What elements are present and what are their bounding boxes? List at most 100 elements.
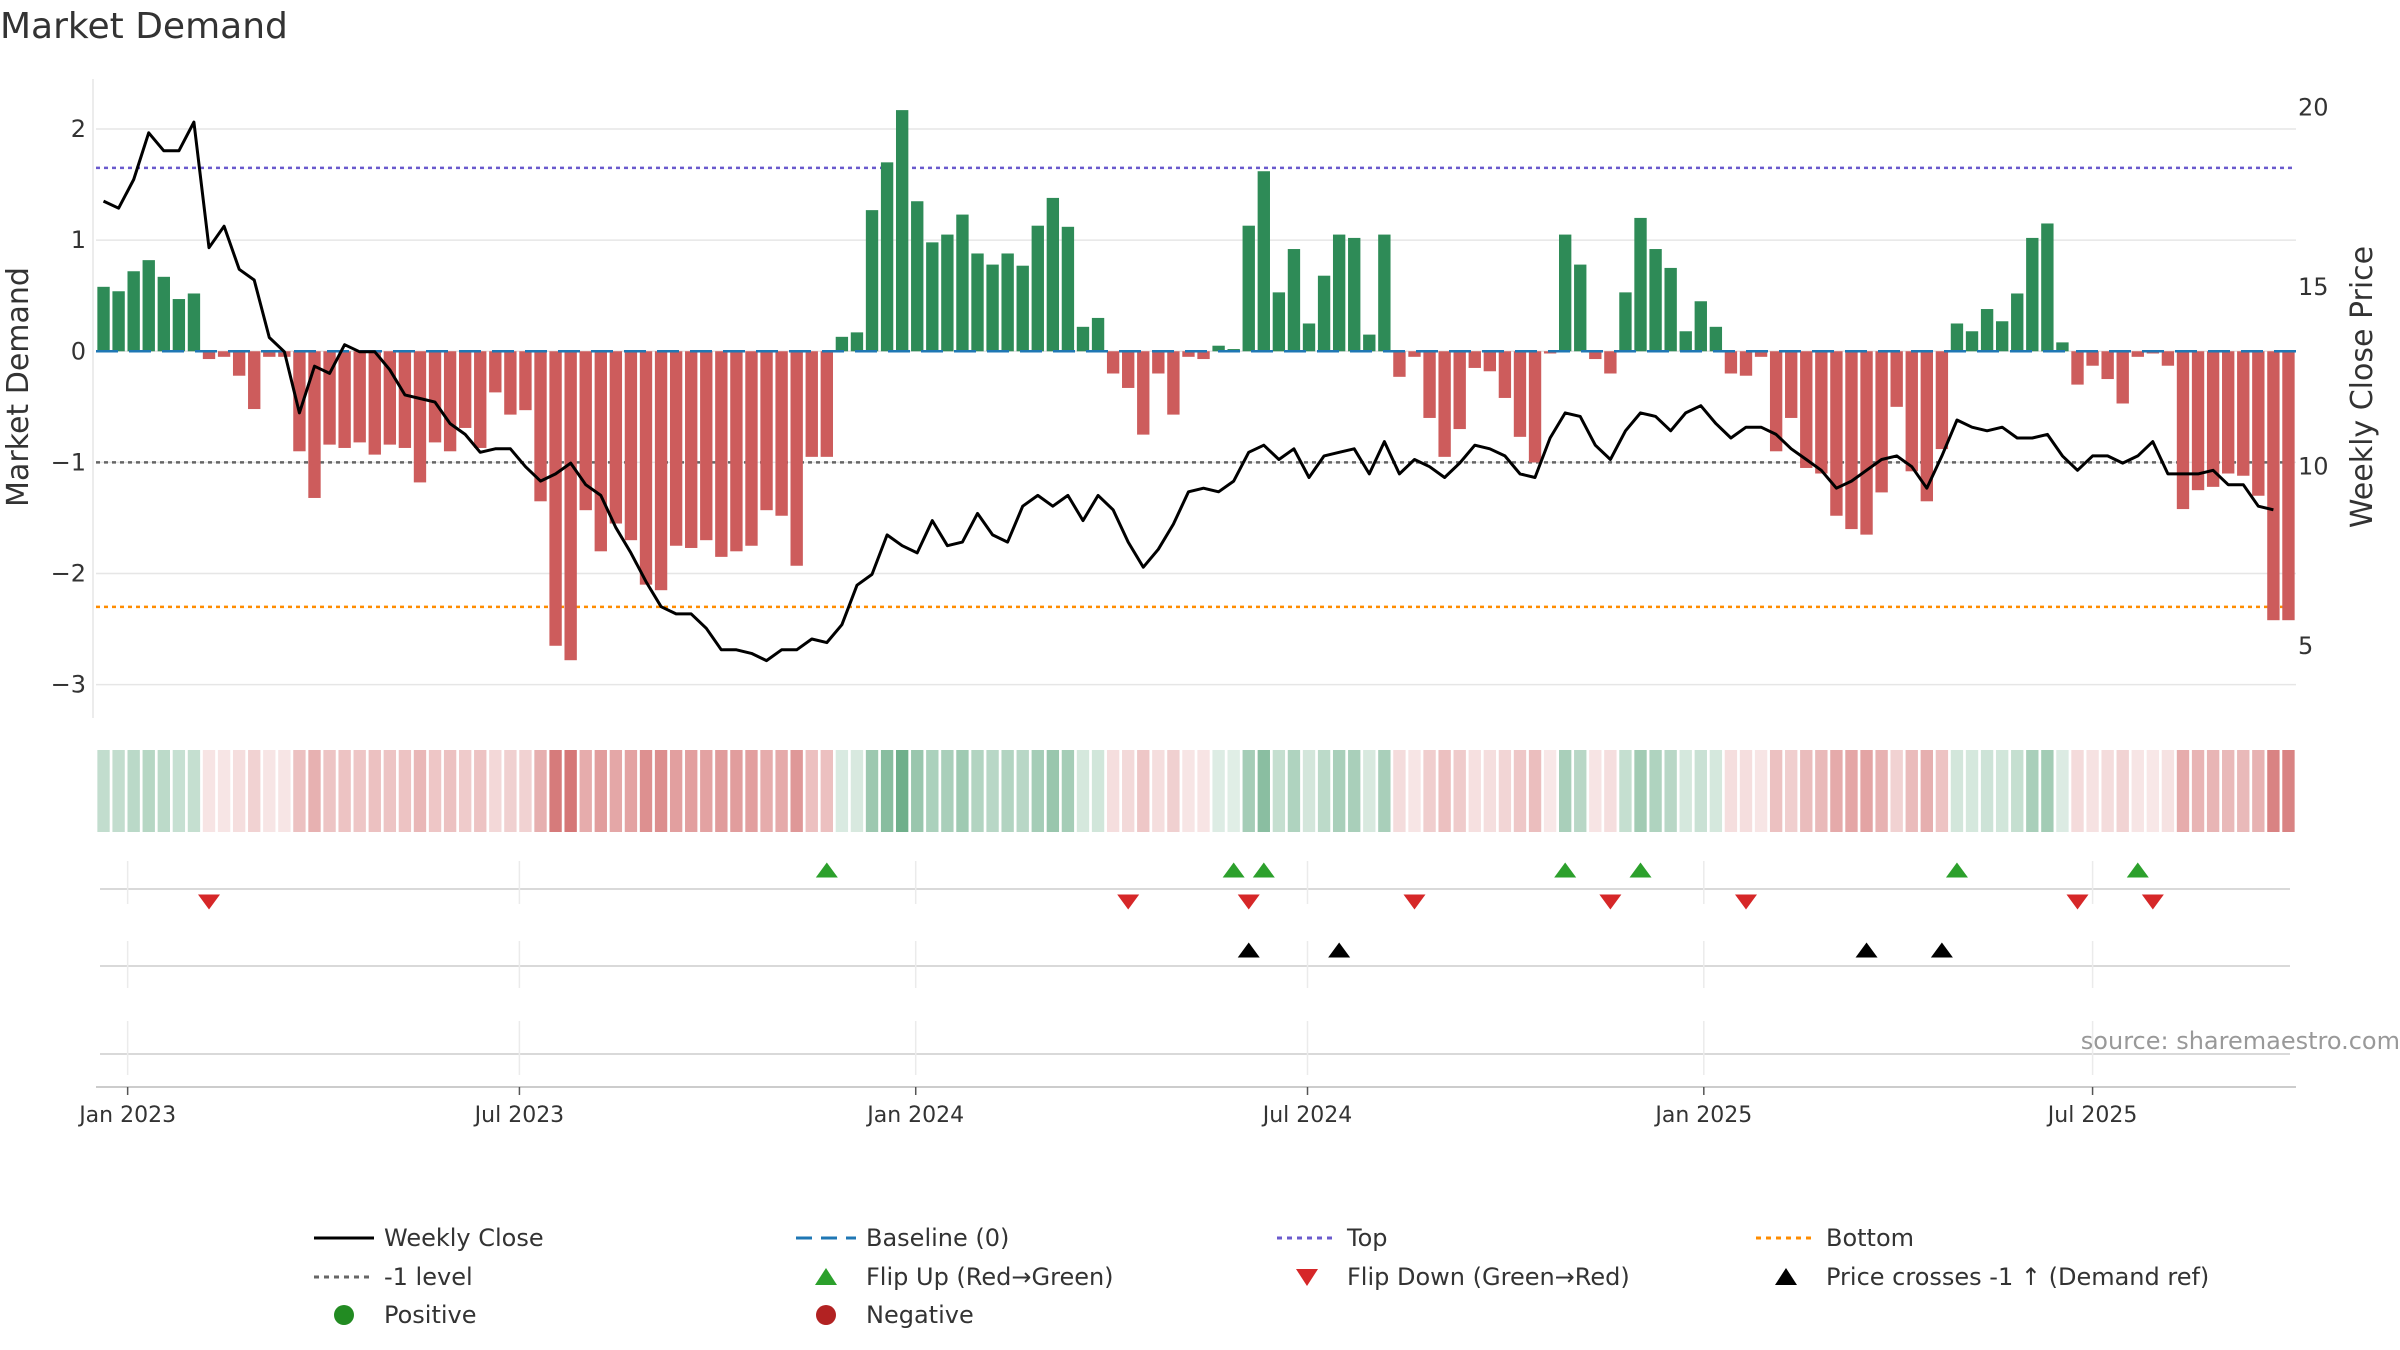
demand-bar xyxy=(941,234,954,352)
strip-cell xyxy=(1815,750,1828,832)
strip-cell xyxy=(353,750,366,832)
strip-cell xyxy=(669,750,683,832)
demand-bar xyxy=(2237,351,2250,476)
x-tick-label: Jul 2024 xyxy=(1261,1103,1353,1128)
demand-bar xyxy=(624,351,638,541)
strip-cell xyxy=(1980,750,1994,832)
y-axis-right-label: Weekly Close Price xyxy=(2345,246,2380,528)
strip-cell xyxy=(413,750,427,832)
legend-swatch xyxy=(1296,1269,1318,1286)
demand-bar xyxy=(112,291,125,352)
strip-cell xyxy=(2056,750,2069,832)
demand-bar xyxy=(1453,351,1466,430)
strip-cell xyxy=(1709,750,1723,832)
strip-cell xyxy=(1920,750,1933,832)
demand-bar xyxy=(1980,309,1994,352)
demand-bar xyxy=(1091,317,1105,352)
strip-cell xyxy=(745,750,758,832)
demand-bar xyxy=(895,110,909,352)
strip-cell xyxy=(715,750,728,832)
signal-markers xyxy=(100,861,2290,1075)
demand-bar xyxy=(1212,345,1225,352)
demand-bar xyxy=(2101,351,2114,380)
strip-cell xyxy=(217,750,231,832)
demand-bar xyxy=(1860,351,1873,535)
strip-cell xyxy=(202,750,216,832)
strip-cell xyxy=(1604,750,1617,832)
demand-bar xyxy=(1378,234,1391,352)
demand-bar xyxy=(760,351,773,511)
strip-cell xyxy=(1031,750,1044,832)
strip-cell xyxy=(1528,750,1542,832)
demand-bar xyxy=(1528,351,1542,463)
demand-bar xyxy=(398,351,412,448)
strip-cell xyxy=(1287,750,1301,832)
strip-cell xyxy=(1574,750,1587,832)
demand-bar xyxy=(1950,323,1964,352)
strip-cell xyxy=(820,750,833,832)
weekly-close-line xyxy=(102,120,2274,663)
strip-cell xyxy=(112,750,125,832)
y-left-tick: 2 xyxy=(71,115,86,143)
demand-bar xyxy=(127,271,140,352)
strip-cell xyxy=(654,750,668,832)
strip-cell xyxy=(1785,750,1798,832)
demand-bar xyxy=(1800,351,1813,468)
demand-bar xyxy=(2161,351,2175,366)
flip-up-marker xyxy=(1222,862,1245,878)
demand-bar xyxy=(1649,249,1662,352)
demand-bar xyxy=(790,351,803,566)
demand-bar xyxy=(1574,264,1587,352)
strip-cell xyxy=(926,750,939,832)
demand-bar xyxy=(865,210,879,352)
strip-cell xyxy=(278,750,291,832)
strip-cell xyxy=(2282,750,2295,832)
strip-cell xyxy=(1830,750,1843,832)
strip-cell xyxy=(248,750,261,832)
strip-cell xyxy=(865,750,879,832)
strip-cell xyxy=(1875,750,1888,832)
strip-cell xyxy=(368,750,381,832)
demand-bar xyxy=(504,351,517,415)
strip-cell xyxy=(1197,750,1210,832)
legend-label: Price crosses -1 ↑ (Demand ref) xyxy=(1826,1263,2209,1291)
y-left-tick: −3 xyxy=(51,671,86,699)
strip-cell xyxy=(2101,750,2114,832)
demand-bar xyxy=(1152,351,1165,374)
demand-bar xyxy=(1935,351,1949,450)
strip-cell xyxy=(1242,750,1255,832)
demand-bar xyxy=(293,351,306,452)
flip-down-marker xyxy=(2066,894,2089,910)
strip-cell xyxy=(1559,750,1572,832)
demand-bar xyxy=(880,162,894,352)
y-left-tick: −1 xyxy=(51,448,86,476)
demand-bar xyxy=(1815,351,1828,474)
strip-cell xyxy=(1152,750,1165,832)
strip-cell xyxy=(609,750,623,832)
demand-bar xyxy=(971,253,984,352)
legend-swatch xyxy=(815,1268,837,1285)
strip-cell xyxy=(986,750,999,832)
flip-up-marker xyxy=(2126,862,2149,878)
strip-cell xyxy=(157,750,170,832)
demand-bar xyxy=(850,332,864,352)
demand-bar xyxy=(1317,275,1331,352)
demand-bar xyxy=(2191,351,2205,491)
price-cross-marker xyxy=(1855,942,1878,958)
strip-cell xyxy=(1483,750,1497,832)
strip-cell xyxy=(519,750,532,832)
demand-bar xyxy=(1875,351,1888,493)
price-cross-marker xyxy=(1328,942,1351,958)
demand-bar xyxy=(1905,351,1918,472)
demand-bar xyxy=(2026,237,2039,352)
strip-cell xyxy=(805,750,818,832)
demand-bar xyxy=(413,351,427,483)
demand-bar xyxy=(700,351,713,541)
demand-bar xyxy=(1604,351,1617,374)
demand-bar xyxy=(2071,351,2084,385)
demand-bar xyxy=(1332,234,1346,352)
y-left-tick: −2 xyxy=(51,560,86,588)
strip-cell xyxy=(2267,750,2280,832)
demand-bar xyxy=(1182,351,1195,357)
demand-bar xyxy=(1785,351,1798,418)
